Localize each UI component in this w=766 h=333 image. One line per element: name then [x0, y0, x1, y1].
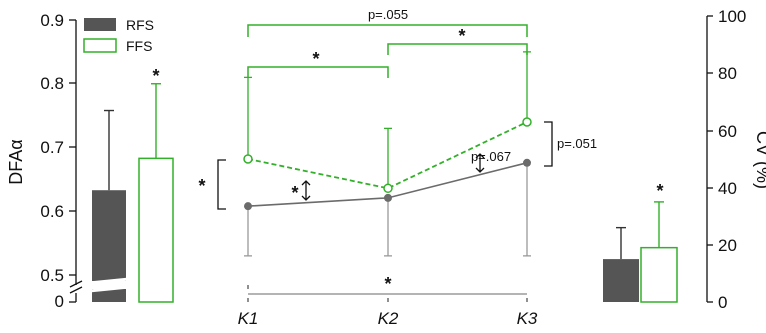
bar-break-rfs: [88, 277, 130, 293]
bar-ffs: [138, 157, 174, 303]
right-y-tick: 0: [718, 293, 727, 312]
right-y-tick: 20: [718, 236, 737, 255]
significance-brackets: [217, 24, 553, 210]
star-k1-k2: *: [312, 49, 319, 69]
right-bar-significance: *: [656, 181, 663, 201]
right-y-label: CV (%): [753, 131, 766, 189]
bar-base-rfs: [92, 289, 126, 302]
right-y-axis: 100 80 60 40 20 0 CV (%): [706, 7, 766, 312]
x-tick-k1: K1: [238, 309, 259, 328]
legend-swatch-ffs: [83, 38, 117, 53]
star-k1-diff: *: [291, 183, 298, 203]
middle-lines: [243, 51, 532, 257]
left-bar-significance: *: [152, 66, 159, 86]
x-tick-k3: K3: [517, 309, 538, 328]
ffs-point-k2: [383, 183, 393, 194]
rfs-point-k1: [244, 202, 252, 211]
left-bars: [88, 83, 174, 303]
left-y-tick: 0.8: [40, 74, 64, 93]
p-value-k3-diff: p=.067: [471, 149, 511, 164]
right-y-tick: 100: [718, 7, 746, 26]
legend-swatch-rfs: [84, 18, 116, 31]
p-value-k3-bracket: p=.051: [557, 136, 597, 151]
right-y-tick: 60: [718, 122, 737, 141]
left-y-label: DFAα: [6, 139, 26, 184]
right-bars: [603, 201, 678, 303]
ffs-point-k3: [522, 117, 532, 127]
left-y-axis: 0.9 0.8 0.7 0.6 0.5 0 DFAα: [6, 11, 83, 311]
ffs-point-k1: [243, 154, 253, 164]
legend-label-ffs: FFS: [126, 38, 152, 54]
p-value-k1-k3: p=.055: [368, 7, 408, 22]
x-tick-k2: K2: [378, 309, 399, 328]
bracket-rfs-ffs-k3: [544, 121, 553, 167]
difference-arrows: [301, 153, 485, 201]
bracket-k1-k3: [247, 24, 528, 37]
bar-ffs: [640, 246, 678, 303]
bracket-k1-k2: [247, 66, 389, 78]
left-y-tick: 0.6: [40, 202, 64, 221]
rfs-point-k3: [523, 158, 531, 167]
left-y-tick: 0: [55, 292, 64, 311]
star-k1-bracket: *: [198, 176, 205, 196]
legend-label-rfs: RFS: [126, 17, 154, 33]
bar-rfs: [603, 259, 639, 302]
bar-rfs: [92, 190, 126, 281]
right-y-tick: 40: [718, 179, 737, 198]
arrow-k3: [475, 153, 485, 173]
legend: RFS FFS: [83, 17, 154, 54]
star-k2-k3: *: [458, 26, 465, 46]
left-y-tick: 0.9: [40, 11, 64, 30]
bracket-rfs-ffs-k1: [217, 159, 226, 210]
arrow-k1: [301, 180, 311, 201]
middle-axis: K1 K2 K3: [238, 285, 538, 328]
rfs-point-k2: [384, 193, 392, 202]
star-overall: *: [384, 274, 391, 294]
bracket-k2-k3: [387, 43, 528, 55]
left-y-tick: 0.5: [40, 266, 64, 285]
right-y-tick: 80: [718, 64, 737, 83]
left-y-tick: 0.7: [40, 138, 64, 157]
